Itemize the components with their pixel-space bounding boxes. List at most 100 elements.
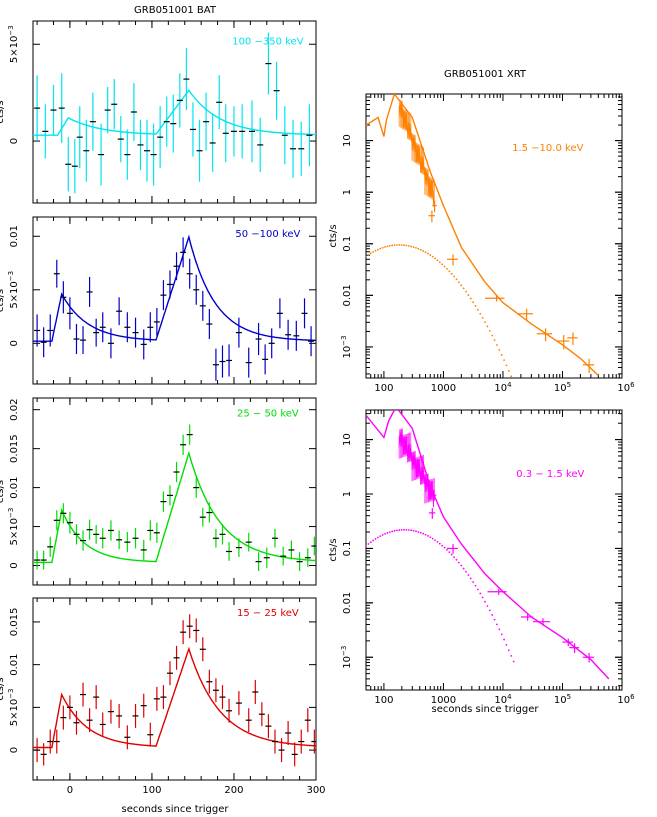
data-point [99,528,106,549]
dotted-component-point [393,529,396,532]
data-point [219,345,226,378]
data-point [99,712,106,737]
dotted-component-point [369,252,372,255]
data-point [582,652,595,663]
data-point [271,729,278,754]
data-point [212,348,219,381]
data-point [428,210,435,223]
data-point [189,102,196,157]
dotted-component-point [467,574,470,576]
plot-frame [32,397,317,586]
data-point [533,618,551,626]
dotted-component-point [486,605,489,607]
x-tick-label: 1000 [431,383,456,394]
dotted-component-point [431,537,434,540]
x-axis-label-left: seconds since trigger [122,804,230,815]
data-point [206,309,213,340]
bat-title: GRB051001 BAT [134,5,217,16]
dotted-component-point [381,246,384,249]
dotted-component-point [427,252,429,255]
plot-area [366,410,610,680]
data-point [199,637,206,662]
data-point [428,508,436,519]
data-point [93,685,100,710]
data-point [582,358,595,374]
data-point [163,96,170,147]
dotted-component-point [441,544,444,547]
data-point [183,48,190,111]
dotted-component-point [448,270,451,273]
data-point [258,702,265,727]
data-point [252,680,259,704]
dotted-component-point [398,244,401,246]
data-point [40,327,47,358]
y-tick-label: 0.02 [9,399,20,421]
dotted-component-point [386,245,389,248]
data-point [556,335,570,350]
x-tick-label: 106 [617,381,635,394]
dotted-component-point [465,290,467,293]
data-point [273,61,280,120]
dotted-component-point [455,278,458,281]
dotted-component-point [377,536,379,539]
data-point [150,123,157,186]
data-point [235,317,242,348]
data-point [230,106,237,157]
dotted-component-point [446,548,448,551]
data-point [536,328,553,342]
dotted-component-point [476,588,479,591]
dotted-component-point [450,553,453,556]
dotted-component-point [484,600,486,603]
data-point [447,544,458,554]
data-point [107,699,114,724]
dotted-component-point [422,250,425,252]
data-point [173,252,180,281]
data-point [255,322,262,356]
dotted-component-point [396,529,398,532]
dotted-component-point [460,284,463,287]
plot-frame [32,216,317,385]
dotted-component-point [503,638,505,641]
data-point [298,121,305,176]
y-tick-label: 0 [9,562,20,568]
data-point [311,729,316,754]
dotted-component-point [481,316,484,319]
dotted-component-point [372,251,375,253]
y-tick-label: 0.015 [9,608,20,637]
dotted-component-point [455,558,458,561]
data-point [40,550,47,570]
dotted-component-point [512,660,515,663]
dotted-component-point [379,247,382,250]
y-tick-label: 1 [342,189,353,195]
dotted-component-point [391,530,394,533]
model-curve [33,646,316,749]
data-point [73,324,80,355]
dotted-component-point [384,246,386,248]
data-point [291,742,298,767]
dotted-component-point [493,339,496,342]
data-point [249,100,256,163]
data-point [186,424,193,445]
plot-area [366,94,599,378]
dotted-component-point [415,530,417,533]
dotted-component-point [417,247,420,250]
dotted-component-point [372,539,375,542]
plot-area [33,32,316,194]
dotted-component-point [398,529,401,531]
dotted-component-point [450,272,453,275]
dotted-component-point [496,623,498,626]
dotted-component-point [479,592,482,595]
dotted-component-point [498,628,501,631]
dotted-component-point [410,245,413,248]
data-point [298,729,305,754]
xrt-panel-0.3-1.5kev: 10−3 0.01 0.1 1 10 100 1000 104 105 106 cts/s 0.3 −… [328,409,635,706]
dotted-component-point [400,528,403,531]
dotted-component-point [488,609,491,612]
dotted-component-point [465,570,467,573]
data-point [34,75,41,142]
data-point [212,528,219,548]
data-point [86,708,93,733]
data-point [104,86,111,134]
y-tick-label: 5×10−3 [7,508,20,546]
data-point [89,92,96,151]
